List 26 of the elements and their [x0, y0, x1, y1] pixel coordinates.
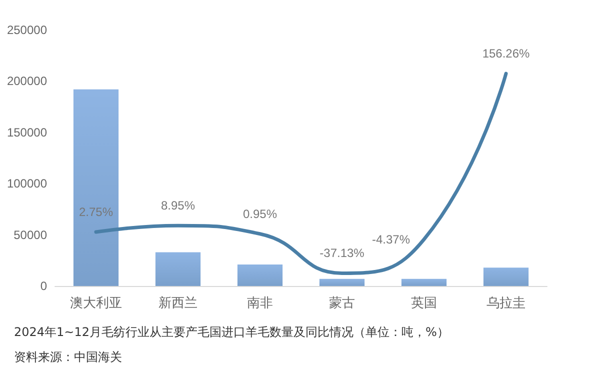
bar	[155, 252, 201, 286]
bar	[401, 278, 447, 286]
x-tick-label: 澳大利亚	[70, 295, 122, 310]
data-label: -4.37%	[372, 232, 410, 246]
text: 2024年1~12月毛纺行业从主要产毛国进口羊毛数量及同比情况（单位：吨，%）	[14, 324, 449, 341]
x-tick-label: 南非	[247, 295, 273, 310]
bar	[319, 278, 365, 286]
y-tick-label: 0	[40, 279, 48, 293]
bar	[483, 268, 529, 286]
data-label: -37.13%	[320, 246, 365, 260]
x-tick-label: 新西兰	[158, 295, 198, 310]
bar	[237, 264, 283, 286]
data-label: 2.75%	[78, 205, 114, 220]
text: 资料来源：中国海关	[14, 349, 122, 366]
y-tick-label: 200000	[6, 74, 48, 88]
y-tick-label: 50000	[14, 228, 48, 242]
x-tick-label: 英国	[411, 295, 437, 310]
data-label: 0.95%	[242, 206, 278, 221]
x-tick-label: 蒙古	[329, 295, 355, 310]
data-label: 8.95%	[160, 198, 196, 213]
y-tick-label: 100000	[6, 176, 48, 191]
data-label: 156.26%	[482, 46, 530, 61]
x-tick-label: 乌拉圭	[486, 295, 526, 310]
bar	[73, 89, 119, 286]
y-tick-label: 150000	[6, 125, 48, 140]
y-tick-label: 250000	[6, 23, 48, 37]
